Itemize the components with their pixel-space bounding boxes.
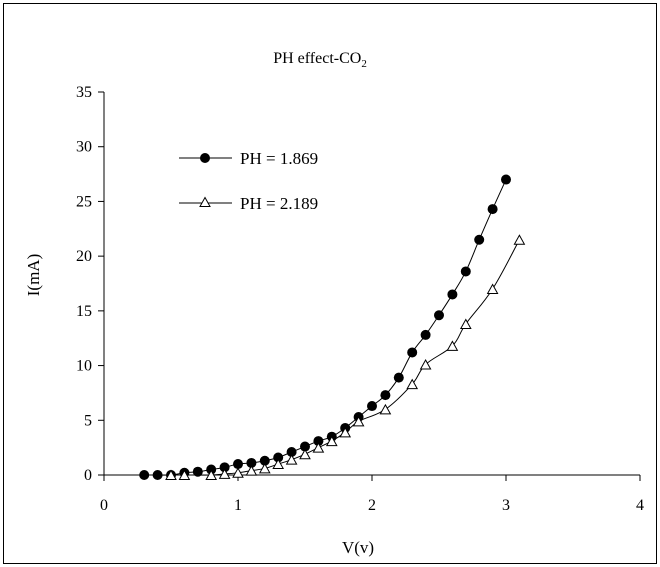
data-point-series-2 bbox=[285, 454, 298, 465]
legend-item-2: PH = 2.189 bbox=[179, 194, 318, 213]
legend-marker-1 bbox=[200, 153, 210, 163]
data-point-series-1 bbox=[233, 459, 243, 470]
x-tick-label: 2 bbox=[368, 497, 376, 514]
data-point-series-2 bbox=[232, 467, 244, 478]
y-tick-label: 0 bbox=[84, 467, 92, 484]
legend-label-1: PH = 1.869 bbox=[240, 149, 318, 168]
data-point-series-1 bbox=[273, 452, 284, 463]
y-axis-label: I(mA) bbox=[24, 254, 43, 296]
data-point-series-2 bbox=[245, 465, 258, 476]
data-point-series-2 bbox=[325, 435, 338, 447]
x-axis-ticks: 0 1 2 3 4 bbox=[100, 475, 644, 514]
chart-title-subscript: 2 bbox=[361, 58, 367, 70]
data-point-series-1 bbox=[501, 174, 511, 185]
data-point-series-2 bbox=[352, 415, 365, 427]
x-axis-label: V(v) bbox=[342, 538, 374, 557]
data-point-series-2 bbox=[459, 318, 472, 329]
data-point-series-1 bbox=[434, 310, 444, 321]
y-tick-label: 30 bbox=[76, 139, 92, 156]
data-point-series-1 bbox=[152, 470, 163, 480]
data-point-series-2 bbox=[312, 442, 325, 453]
data-point-series-1 bbox=[313, 436, 324, 447]
data-point-series-2 bbox=[272, 458, 285, 470]
x-tick-label: 4 bbox=[636, 497, 644, 514]
data-point-series-1 bbox=[367, 401, 377, 412]
chart-title: PH effect-CO2 bbox=[273, 50, 367, 70]
series-line-1 bbox=[144, 179, 507, 476]
data-point-series-1 bbox=[246, 457, 257, 468]
legend-item-1: PH = 1.869 bbox=[179, 149, 318, 168]
legend-label-2: PH = 2.189 bbox=[240, 194, 318, 213]
data-point-series-2 bbox=[165, 469, 177, 480]
data-point-series-2 bbox=[299, 448, 311, 460]
x-tick-label: 3 bbox=[502, 497, 510, 514]
data-point-series-1 bbox=[393, 372, 404, 383]
data-point-series-1 bbox=[487, 204, 498, 215]
data-point-series-1 bbox=[460, 266, 471, 277]
data-point-series-1 bbox=[139, 470, 150, 480]
x-tick-label: 0 bbox=[100, 497, 108, 514]
data-point-series-2 bbox=[339, 426, 352, 438]
data-point-series-2 bbox=[419, 358, 432, 370]
data-point-series-1 bbox=[407, 347, 418, 358]
y-tick-label: 20 bbox=[76, 248, 92, 265]
data-point-series-2 bbox=[446, 340, 459, 351]
y-tick-label: 5 bbox=[84, 412, 92, 429]
chart-title-main: PH effect-CO bbox=[273, 50, 361, 67]
y-tick-label: 15 bbox=[76, 303, 92, 320]
data-point-series-1 bbox=[474, 234, 485, 245]
legend-marker-2 bbox=[199, 196, 211, 207]
y-tick-label: 25 bbox=[76, 193, 92, 210]
data-point-series-2 bbox=[205, 469, 218, 480]
data-point-series-1 bbox=[286, 447, 297, 458]
data-point-series-1 bbox=[300, 441, 310, 452]
data-point-series-2 bbox=[513, 234, 526, 245]
data-point-series-2 bbox=[406, 378, 419, 390]
data-point-series-1 bbox=[420, 329, 431, 340]
data-point-series-1 bbox=[447, 289, 458, 300]
x-tick-label: 1 bbox=[234, 497, 242, 514]
data-point-series-2 bbox=[178, 469, 191, 480]
y-axis-ticks: 0 5 10 15 20 25 30 35 bbox=[76, 84, 104, 484]
data-point-series-2 bbox=[218, 468, 231, 479]
chart-frame bbox=[3, 3, 657, 564]
series-markers bbox=[139, 174, 526, 480]
y-tick-label: 10 bbox=[76, 358, 92, 375]
data-point-series-2 bbox=[258, 462, 271, 474]
data-point-series-1 bbox=[219, 462, 230, 473]
y-tick-label: 35 bbox=[76, 84, 92, 101]
data-point-series-1 bbox=[259, 455, 270, 466]
data-point-series-1 bbox=[192, 466, 203, 477]
data-point-series-2 bbox=[486, 283, 499, 294]
data-point-series-1 bbox=[380, 390, 391, 401]
legend: PH = 1.869 PH = 2.189 bbox=[179, 149, 318, 213]
data-point-series-2 bbox=[379, 403, 392, 415]
